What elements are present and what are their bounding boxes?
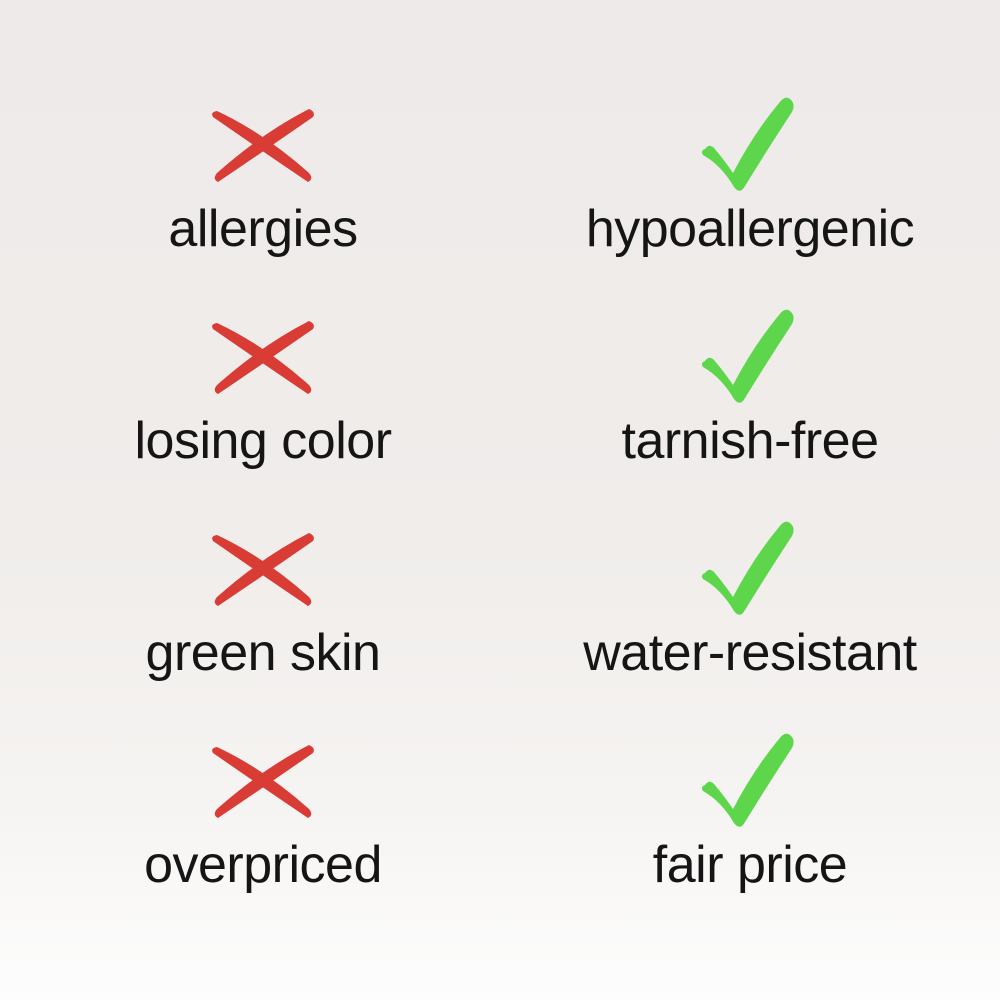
check-icon-box — [699, 731, 802, 831]
check-icon — [701, 733, 794, 827]
pro-item: hypoallergenic — [500, 95, 1000, 307]
pro-item: water-resistant — [500, 519, 1000, 731]
check-icon-box — [699, 307, 802, 407]
cross-icon — [212, 745, 314, 818]
check-icon-box — [699, 519, 802, 619]
pro-label: fair price — [652, 836, 848, 894]
cross-icon-box — [210, 307, 316, 407]
con-item: losing color — [13, 307, 513, 519]
comparison-grid: allergies hypoallergenic losing color — [13, 95, 1000, 943]
check-icon — [701, 309, 794, 403]
cross-icon — [212, 321, 314, 394]
cross-icon — [212, 533, 314, 606]
check-icon-box — [699, 95, 802, 195]
pro-item: tarnish-free — [500, 307, 1000, 519]
con-label: allergies — [168, 200, 358, 258]
con-label: losing color — [134, 412, 392, 470]
con-label: overpriced — [144, 836, 382, 894]
cross-icon — [212, 109, 314, 182]
cross-icon-box — [210, 731, 316, 831]
con-item: overpriced — [13, 731, 513, 943]
con-label: green skin — [145, 624, 381, 682]
con-item: green skin — [13, 519, 513, 731]
cross-icon-box — [210, 519, 316, 619]
pro-item: fair price — [500, 731, 1000, 943]
pro-label: tarnish-free — [621, 412, 880, 470]
pro-label: water-resistant — [583, 624, 917, 682]
con-item: allergies — [13, 95, 513, 307]
check-icon — [701, 521, 794, 615]
pro-label: hypoallergenic — [585, 200, 915, 258]
cross-icon-box — [210, 95, 316, 195]
check-icon — [701, 97, 794, 191]
